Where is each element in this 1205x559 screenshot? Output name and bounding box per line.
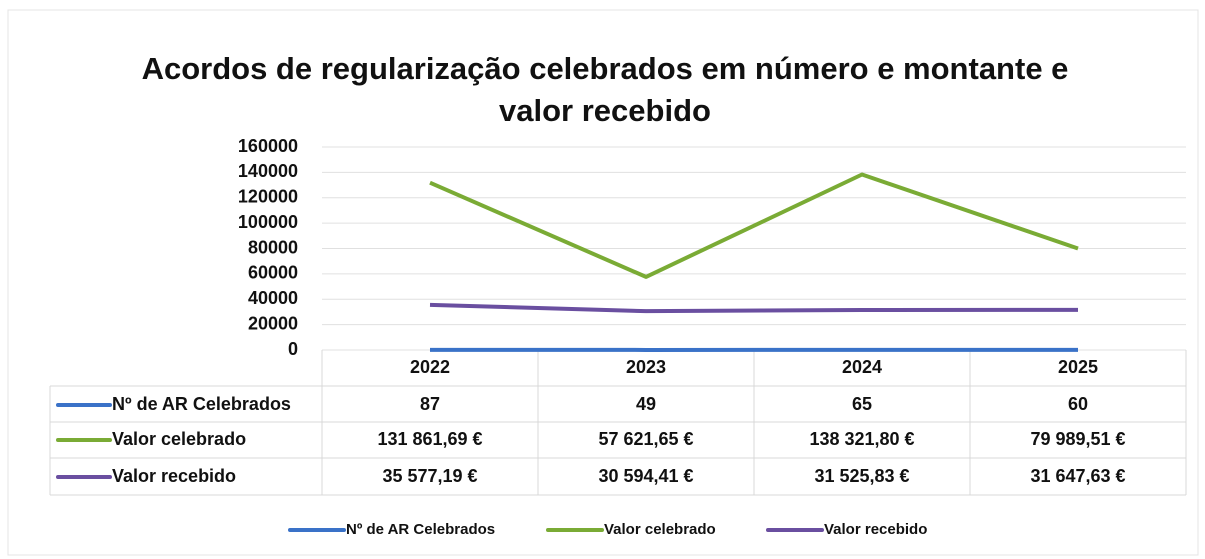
legend-label: Valor recebido [824,521,927,538]
table-cell: 60 [1068,394,1088,414]
series-line [429,302,1079,314]
table-cell: 31 525,83 € [814,466,909,486]
table-cell: 79 989,51 € [1030,429,1125,449]
chart-frame [7,9,1199,556]
table-cell: 31 647,63 € [1030,466,1125,486]
table-cell: 57 621,65 € [598,429,693,449]
y-tick-label: 40000 [248,288,298,308]
x-tick-label: 2022 [410,357,450,377]
y-tick-label: 100000 [238,212,298,232]
y-tick-label: 120000 [238,187,298,207]
y-tick-label: 80000 [248,237,298,257]
table-cell: 65 [852,394,872,414]
x-tick-label: 2024 [842,357,882,377]
table-row-label: Valor celebrado [112,429,246,449]
table-cell: 131 861,69 € [377,429,482,449]
legend-label: Valor celebrado [604,521,716,538]
table-cell: 49 [636,394,656,414]
table-cell: 35 577,19 € [382,466,477,486]
table-cell: 87 [420,394,440,414]
series-line [429,172,1079,279]
table-row-label: Nº de AR Celebrados [112,394,291,414]
y-tick-label: 60000 [248,263,298,283]
chart-title: Acordos de regularização celebrados em n… [141,51,1069,128]
y-tick-label: 160000 [238,136,298,156]
x-tick-label: 2023 [626,357,666,377]
x-tick-label: 2025 [1058,357,1098,377]
table-row-label: Valor recebido [112,466,236,486]
y-tick-label: 140000 [238,161,298,181]
y-tick-label: 20000 [248,313,298,333]
table-cell: 138 321,80 € [809,429,914,449]
y-tick-label: 0 [288,339,298,359]
legend-label: Nº de AR Celebrados [346,521,495,538]
table-cell: 30 594,41 € [598,466,693,486]
